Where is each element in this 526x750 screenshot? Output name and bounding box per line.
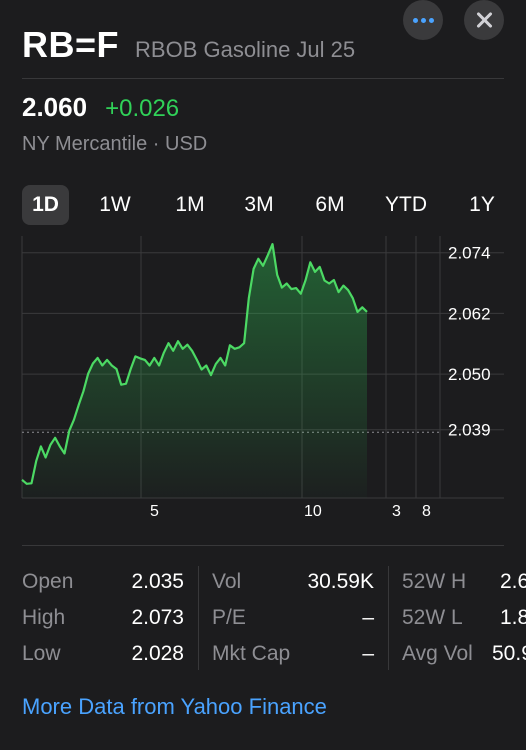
range-tab-6m[interactable]: 6M: [315, 193, 345, 216]
close-icon: [475, 11, 493, 29]
price-line: [21, 243, 368, 485]
x-tick-label: 8: [422, 503, 431, 520]
ellipsis-icon: [412, 17, 434, 23]
stats-divider: [22, 545, 504, 546]
stat-value-avg-vol: 50.9: [492, 642, 526, 665]
stat-value-mkt-cap: –: [362, 642, 374, 665]
price-chart-svg: 2.074 2.062 2.050 2.039 5 10 3 8: [21, 236, 504, 520]
more-button[interactable]: [403, 0, 443, 40]
ticker-symbol: RB=F: [22, 24, 120, 65]
close-button[interactable]: [464, 0, 504, 40]
price-change: +0.026: [105, 95, 180, 122]
exchange-currency: NY Mercantile · USD: [22, 133, 208, 155]
stat-label-low: Low: [22, 642, 61, 665]
y-tick-label: 2.039: [448, 421, 491, 440]
header: RB=F RBOB Gasoline Jul 25: [22, 24, 355, 66]
stat-label-pe: P/E: [212, 606, 246, 629]
stat-label-avg-vol: Avg Vol: [402, 642, 473, 665]
stat-label-high: High: [22, 606, 66, 629]
range-tab-3m[interactable]: 3M: [244, 193, 274, 216]
range-tab-1m[interactable]: 1M: [175, 193, 205, 216]
range-tab-1w[interactable]: 1W: [99, 193, 131, 216]
range-tab-1d[interactable]: 1D: [22, 185, 69, 225]
column-divider: [388, 566, 389, 670]
column-divider: [198, 566, 199, 670]
current-price: 2.060: [22, 92, 88, 122]
stat-label-52w-low: 52W L: [402, 606, 463, 629]
stat-label-vol: Vol: [212, 570, 242, 593]
x-tick-label: 10: [304, 503, 322, 520]
stat-value-pe: –: [362, 606, 374, 629]
range-selector: 1D 1W 1M 3M 6M YTD 1Y: [22, 185, 526, 225]
stat-label-mkt-cap: Mkt Cap: [212, 642, 291, 665]
price-row: 2.060 +0.026: [22, 92, 179, 123]
range-tab-ytd[interactable]: YTD: [385, 193, 427, 216]
y-tick-label: 2.074: [448, 244, 491, 263]
stat-value-vol: 30.59K: [307, 570, 374, 593]
stat-value-52w-high: 2.6: [500, 570, 526, 593]
y-tick-label: 2.062: [448, 304, 491, 323]
stat-value-open: 2.035: [131, 570, 184, 593]
price-chart[interactable]: 2.074 2.062 2.050 2.039 5 10 3 8: [0, 236, 526, 536]
stat-label-open: Open: [22, 570, 74, 593]
header-divider: [22, 78, 504, 79]
x-tick-label: 3: [392, 503, 401, 520]
stat-value-high: 2.073: [131, 606, 184, 629]
range-tab-1y[interactable]: 1Y: [469, 193, 495, 216]
y-tick-label: 2.050: [448, 365, 491, 384]
more-data-link[interactable]: More Data from Yahoo Finance: [22, 694, 327, 719]
stat-label-52w-high: 52W H: [402, 570, 467, 593]
stat-value-52w-low: 1.8: [500, 606, 526, 629]
stat-value-low: 2.028: [131, 642, 184, 665]
security-name: RBOB Gasoline Jul 25: [135, 37, 356, 62]
price-area-fill: [22, 244, 367, 498]
x-tick-label: 5: [150, 503, 159, 520]
